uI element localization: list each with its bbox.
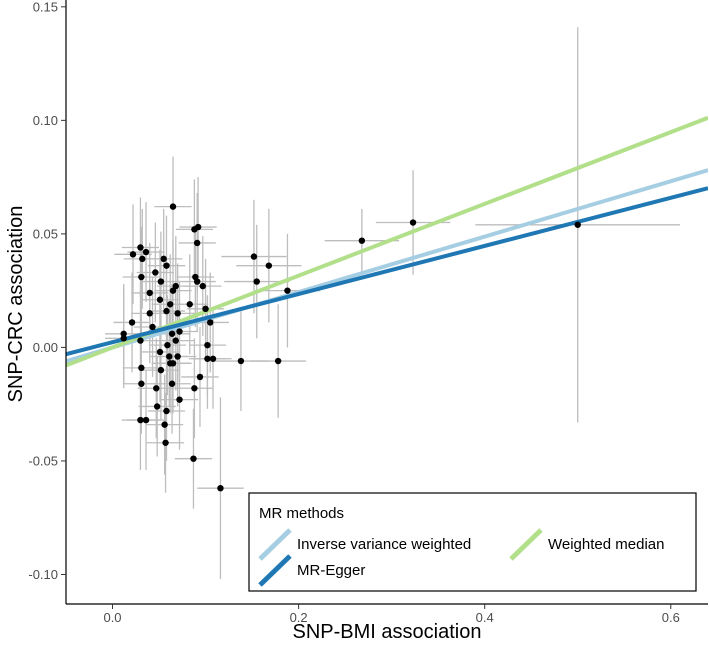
data-point-44 <box>138 364 145 372</box>
y-axis-title: SNP-CRC association <box>5 206 27 403</box>
data-point-14 <box>193 278 201 285</box>
data-point-4 <box>129 251 137 258</box>
legend-label-ivw: Inverse variance weighted <box>297 536 471 553</box>
y-tick-label-0: -0.10 <box>28 567 58 582</box>
data-point-30 <box>168 330 176 337</box>
data-point-20 <box>186 301 193 308</box>
data-point-58 <box>190 455 197 462</box>
data-point-7 <box>139 255 146 263</box>
data-point-22 <box>163 307 170 315</box>
data-point-52 <box>163 407 170 415</box>
data-point-24 <box>174 310 181 317</box>
data-point-19 <box>156 296 164 303</box>
data-point-16 <box>169 287 177 294</box>
fit-line-1 <box>66 115 708 368</box>
data-point-21 <box>167 301 174 308</box>
data-point-67 <box>409 219 417 226</box>
data-point-9 <box>163 262 170 269</box>
data-point-43 <box>169 360 177 367</box>
data-point-8 <box>160 255 167 263</box>
y-tick-label-3: 0.05 <box>33 226 58 241</box>
data-point-37 <box>156 348 164 356</box>
data-point-59 <box>217 484 224 492</box>
data-point-41 <box>209 355 217 362</box>
data-point-68 <box>574 221 581 228</box>
legend-label-mr-egger: MR-Egger <box>297 562 365 579</box>
data-point-2 <box>191 226 198 233</box>
data-point-18 <box>146 289 153 297</box>
legend: MR methods Inverse variance weighted Wei… <box>248 492 697 592</box>
data-point-6 <box>142 248 150 256</box>
data-point-46 <box>196 373 204 381</box>
data-point-66 <box>358 237 366 244</box>
data-point-29 <box>176 328 183 335</box>
data-point-45 <box>157 366 165 374</box>
x-tick-label-1: 0.2 <box>290 610 308 625</box>
legend-label-weighted-median: Weighted median <box>548 536 664 553</box>
data-point-25 <box>146 310 153 317</box>
data-point-11 <box>152 269 159 276</box>
data-point-65 <box>284 287 291 294</box>
data-point-36 <box>204 341 211 349</box>
data-point-47 <box>138 380 145 387</box>
point-layer <box>120 203 581 492</box>
data-point-63 <box>265 262 273 269</box>
data-point-31 <box>120 330 127 337</box>
x-tick-label-0: 0.0 <box>103 610 121 625</box>
data-point-35 <box>164 341 171 349</box>
data-point-62 <box>253 278 260 285</box>
data-point-32 <box>120 335 127 342</box>
fit-line-0 <box>66 168 708 364</box>
fit-line-2 <box>66 186 708 357</box>
data-point-27 <box>128 319 136 326</box>
data-point-40 <box>204 355 211 362</box>
y-tick-label-4: 0.10 <box>33 113 58 128</box>
data-point-28 <box>149 323 156 331</box>
data-point-61 <box>250 253 258 260</box>
data-point-3 <box>193 239 201 247</box>
data-point-23 <box>202 305 209 313</box>
data-point-33 <box>172 337 179 344</box>
data-point-10 <box>138 273 145 281</box>
data-point-57 <box>162 439 169 446</box>
data-point-5 <box>137 244 144 251</box>
data-point-64 <box>274 357 282 365</box>
data-point-54 <box>137 416 144 424</box>
data-point-55 <box>142 416 150 424</box>
legend-key-ivw <box>258 528 292 561</box>
y-tick-label-1: -0.05 <box>28 453 58 468</box>
data-point-26 <box>207 319 214 326</box>
y-tick-label-5: 0.15 <box>33 0 58 14</box>
data-point-39 <box>174 353 181 360</box>
data-point-53 <box>153 403 161 410</box>
legend-key-mr-egger <box>258 554 292 587</box>
legend-box <box>248 492 697 592</box>
data-point-38 <box>166 353 173 360</box>
legend-title: MR methods <box>259 505 344 522</box>
data-point-56 <box>161 421 168 428</box>
data-point-60 <box>237 357 245 365</box>
data-point-0 <box>169 203 177 210</box>
data-point-17 <box>199 282 206 290</box>
data-point-34 <box>137 337 144 344</box>
data-point-48 <box>168 380 176 387</box>
y-tick-label-2: 0.00 <box>33 340 58 355</box>
fit-line-layer <box>66 115 708 368</box>
x-axis-title: SNP-BMI association <box>293 621 482 643</box>
axes: 0.0 0.2 0.4 0.6 -0.10 -0.05 0.00 0.05 0.10 0.15 <box>28 0 708 625</box>
data-point-49 <box>153 385 160 392</box>
x-tick-label-2: 0.4 <box>476 610 494 625</box>
legend-key-weighted-median <box>509 528 543 561</box>
data-point-51 <box>176 396 183 403</box>
data-point-50 <box>191 385 198 392</box>
data-point-12 <box>157 278 165 285</box>
x-tick-label-3: 0.6 <box>662 610 680 625</box>
